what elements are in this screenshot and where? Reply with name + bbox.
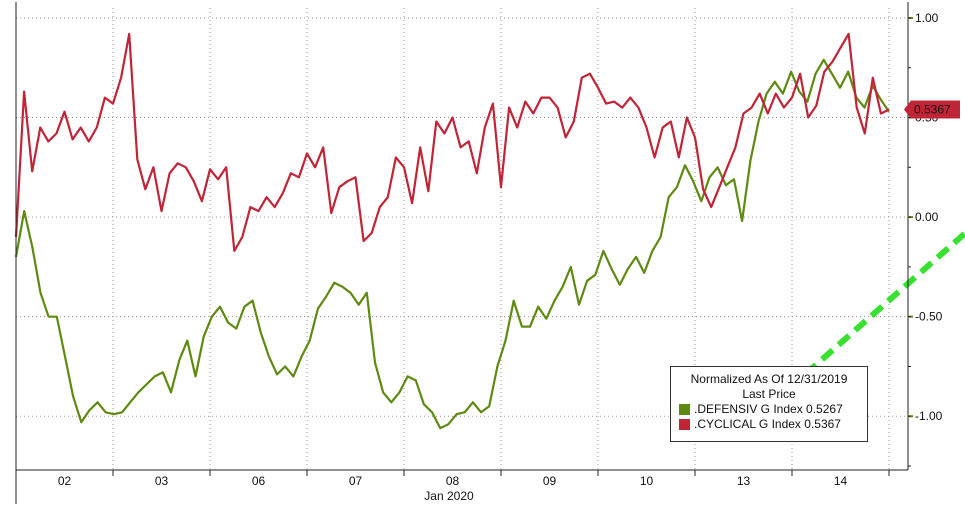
x-tick-label: 03 bbox=[155, 474, 169, 488]
x-tick-label: 10 bbox=[640, 474, 654, 488]
x-tick-label: 08 bbox=[446, 474, 460, 488]
legend-series-name: .CYCLICAL G Index bbox=[694, 417, 801, 431]
legend-subtitle: Last Price bbox=[742, 387, 796, 401]
last-price-tag bbox=[904, 100, 960, 119]
y-tick-label: -0.50 bbox=[915, 310, 943, 324]
legend-swatch-defensiv bbox=[679, 404, 690, 415]
legend-series-name: .DEFENSIV G Index bbox=[694, 402, 803, 416]
legend-series-last: 0.5267 bbox=[806, 402, 843, 416]
chart-legend: Normalized As Of 12/31/2019 Last Price .… bbox=[670, 366, 868, 442]
legend-title: Normalized As Of 12/31/2019 bbox=[690, 372, 848, 386]
series-line-defensiv bbox=[14, 58, 890, 430]
x-tick-label: 06 bbox=[252, 474, 266, 488]
legend-item-cyclical: .CYCLICAL G Index 0.5367 bbox=[679, 417, 867, 432]
last-price-label: 0.5367 bbox=[914, 103, 951, 117]
y-tick-label: -1.00 bbox=[915, 409, 943, 423]
y-tick-label: 0.00 bbox=[915, 210, 939, 224]
x-tick-label: 07 bbox=[349, 474, 363, 488]
series-line-cyclical bbox=[14, 32, 890, 252]
x-axis-label: Jan 2020 bbox=[424, 489, 474, 503]
x-tick-label: 14 bbox=[834, 474, 848, 488]
legend-swatch-cyclical bbox=[679, 419, 690, 430]
chart-series-layer bbox=[14, 32, 890, 430]
legend-item-defensiv: .DEFENSIV G Index 0.5267 bbox=[679, 402, 867, 417]
x-tick-label: 13 bbox=[737, 474, 751, 488]
x-tick-label: 02 bbox=[58, 474, 72, 488]
y-tick-label: 1.00 bbox=[915, 11, 939, 25]
last-price-marker: 0.5367 bbox=[904, 100, 960, 119]
x-tick-label: 09 bbox=[543, 474, 557, 488]
legend-series-last: 0.5367 bbox=[804, 417, 841, 431]
